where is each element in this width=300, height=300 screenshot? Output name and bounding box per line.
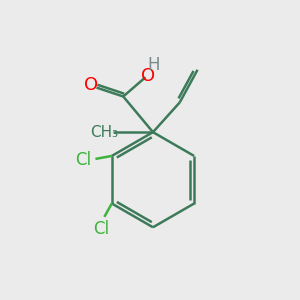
- Text: O: O: [84, 76, 98, 94]
- Text: CH₃: CH₃: [91, 125, 118, 140]
- Text: H: H: [148, 56, 160, 74]
- Text: Cl: Cl: [93, 220, 110, 238]
- Text: Cl: Cl: [76, 152, 91, 169]
- Text: O: O: [142, 67, 156, 85]
